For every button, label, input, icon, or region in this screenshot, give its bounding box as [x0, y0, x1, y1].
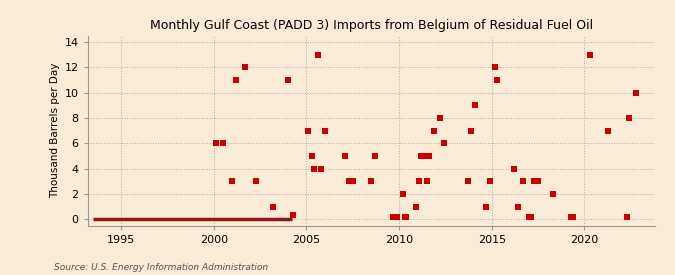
- Point: [568, 214, 578, 219]
- Point: [366, 179, 377, 183]
- Point: [525, 214, 536, 219]
- Point: [438, 141, 449, 145]
- Point: [462, 179, 473, 183]
- Point: [251, 179, 262, 183]
- Point: [210, 141, 221, 145]
- Point: [399, 214, 410, 219]
- Point: [369, 154, 380, 158]
- Point: [423, 154, 434, 158]
- Point: [622, 214, 632, 219]
- Point: [529, 179, 540, 183]
- Point: [523, 214, 534, 219]
- Point: [401, 214, 412, 219]
- Y-axis label: Thousand Barrels per Day: Thousand Barrels per Day: [51, 63, 61, 198]
- Point: [585, 53, 595, 57]
- Point: [312, 53, 323, 57]
- Point: [316, 166, 327, 171]
- Point: [392, 214, 402, 219]
- Point: [512, 204, 523, 209]
- Point: [414, 179, 425, 183]
- Point: [231, 78, 242, 82]
- Point: [416, 154, 427, 158]
- Point: [490, 65, 501, 70]
- Point: [398, 192, 408, 196]
- Point: [303, 128, 314, 133]
- Point: [344, 179, 354, 183]
- Title: Monthly Gulf Coast (PADD 3) Imports from Belgium of Residual Fuel Oil: Monthly Gulf Coast (PADD 3) Imports from…: [150, 19, 593, 32]
- Point: [631, 90, 642, 95]
- Point: [308, 166, 319, 171]
- Point: [429, 128, 439, 133]
- Point: [319, 128, 330, 133]
- Point: [420, 154, 431, 158]
- Point: [470, 103, 481, 108]
- Point: [348, 179, 358, 183]
- Point: [485, 179, 495, 183]
- Point: [306, 154, 317, 158]
- Point: [492, 78, 503, 82]
- Point: [340, 154, 351, 158]
- Point: [566, 214, 576, 219]
- Point: [435, 116, 446, 120]
- Point: [518, 179, 529, 183]
- Point: [481, 204, 491, 209]
- Point: [421, 179, 432, 183]
- Point: [388, 214, 399, 219]
- Point: [410, 204, 421, 209]
- Point: [466, 128, 477, 133]
- Point: [508, 166, 519, 171]
- Point: [624, 116, 634, 120]
- Point: [282, 78, 293, 82]
- Point: [533, 179, 543, 183]
- Point: [547, 192, 558, 196]
- Point: [240, 65, 250, 70]
- Point: [288, 213, 299, 218]
- Point: [603, 128, 614, 133]
- Point: [217, 141, 228, 145]
- Point: [268, 204, 279, 209]
- Point: [227, 179, 238, 183]
- Text: Source: U.S. Energy Information Administration: Source: U.S. Energy Information Administ…: [54, 263, 268, 272]
